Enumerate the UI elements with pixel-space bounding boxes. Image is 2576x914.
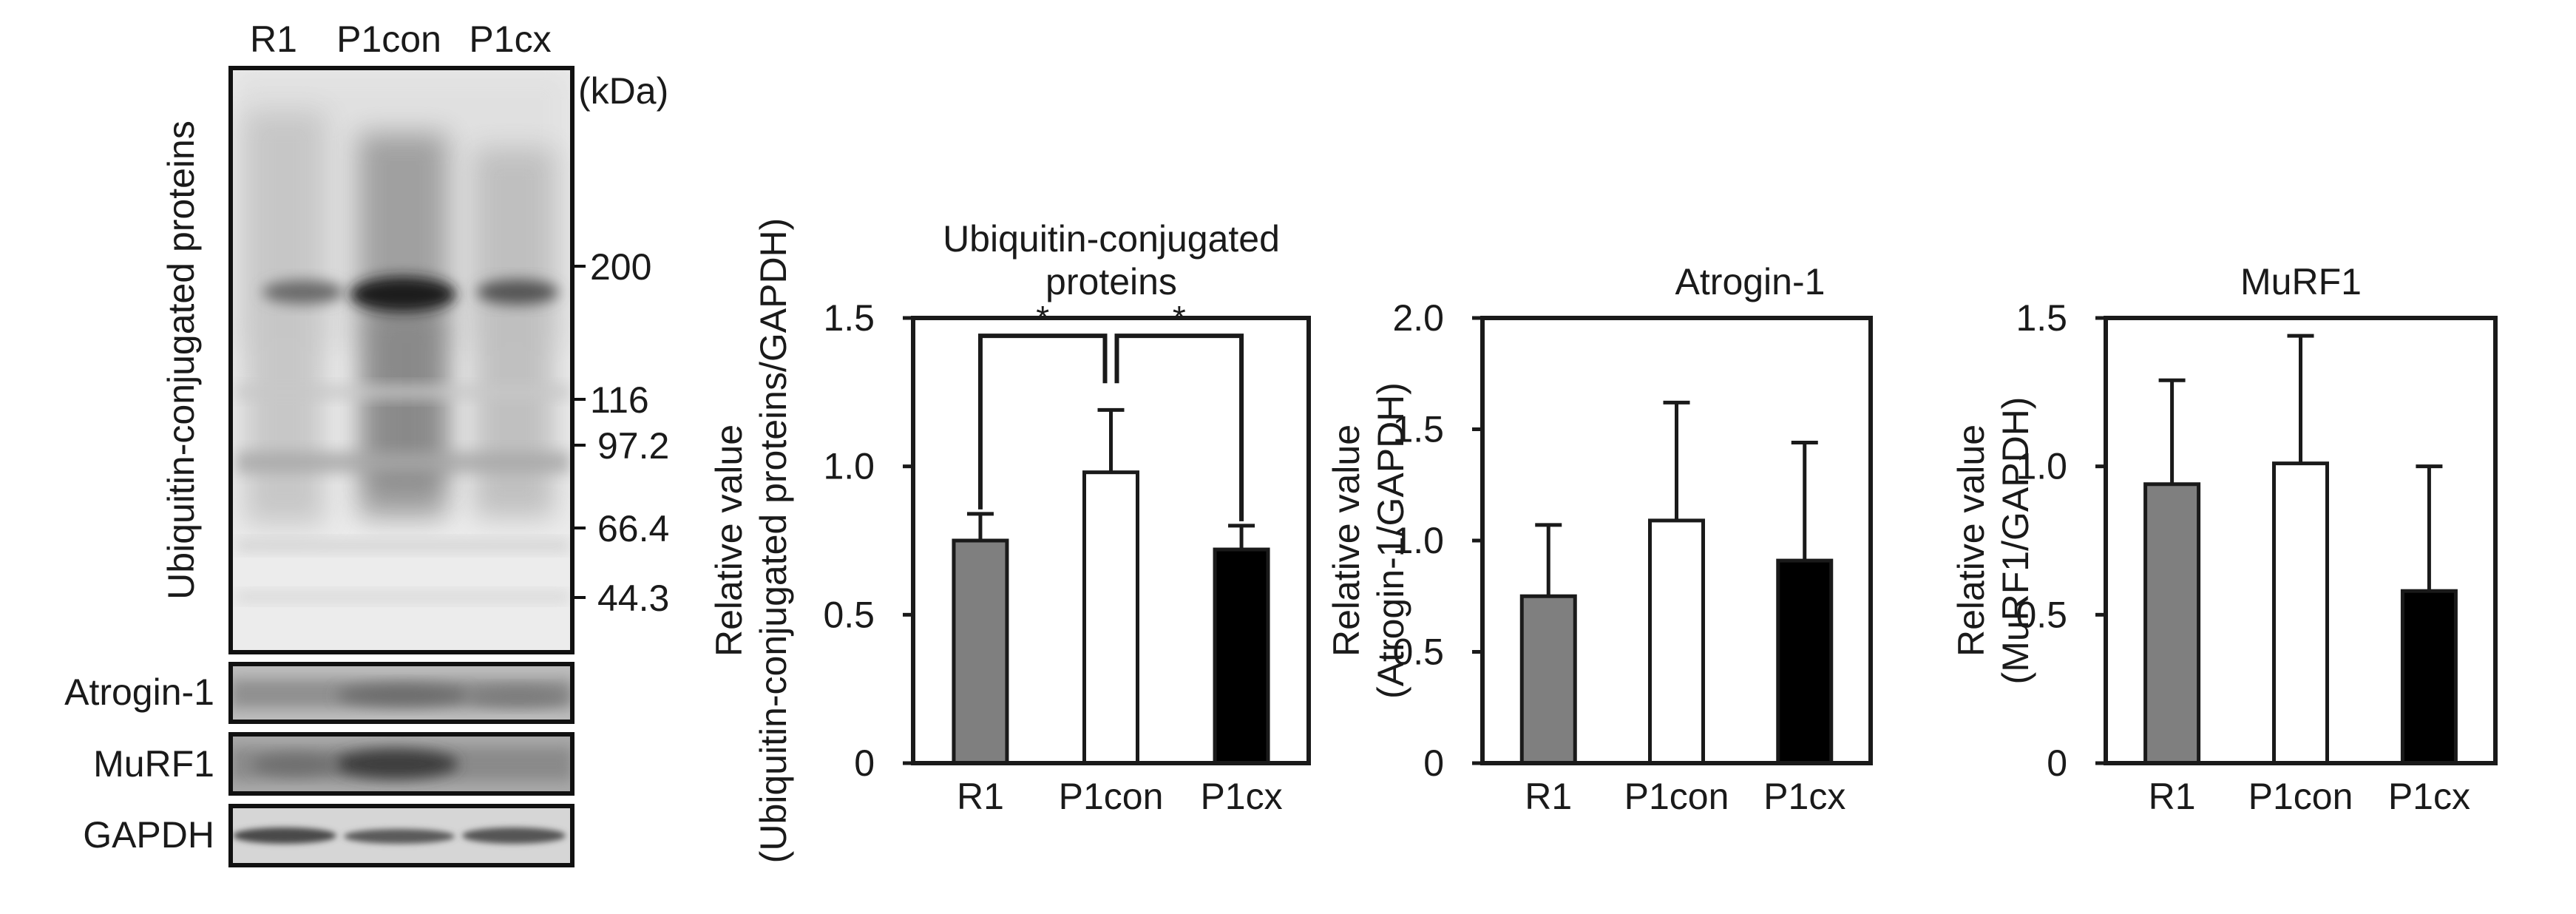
marker-66-label: 66.4 bbox=[597, 508, 669, 549]
y-tick-label: 2.0 bbox=[1392, 297, 1444, 339]
kda-unit-label: (kDa) bbox=[578, 70, 668, 112]
chart-title-line: Ubiquitin-conjugated bbox=[943, 218, 1280, 260]
lane-label-p1cx: P1cx bbox=[469, 18, 551, 60]
x-tick-label-r1: R1 bbox=[957, 776, 1004, 817]
y-axis-label-line: Relative value bbox=[1326, 424, 1367, 657]
y-tick-label: 1.5 bbox=[1392, 409, 1444, 450]
plot-frame bbox=[1480, 316, 1873, 765]
atrogin-blot-frame bbox=[228, 662, 574, 724]
bar-p1con bbox=[1648, 518, 1705, 765]
x-tick-label-p1cx: P1cx bbox=[1200, 776, 1282, 817]
bar-p1cx bbox=[2400, 589, 2458, 765]
gapdh-blot-frame bbox=[228, 804, 574, 867]
marker-66: 66.4 bbox=[572, 508, 669, 549]
lane-label-r1: R1 bbox=[250, 18, 297, 60]
bar-r1 bbox=[952, 538, 1009, 765]
significance-bracket bbox=[1114, 334, 1244, 521]
y-tick-label: 0.5 bbox=[823, 594, 875, 635]
y-axis-label-line: Relative value bbox=[1950, 424, 1992, 657]
bar-p1con bbox=[1082, 470, 1139, 765]
bar-r1 bbox=[2143, 482, 2201, 765]
murf1-blot-label: MuRF1 bbox=[93, 743, 214, 785]
marker-200: 200 bbox=[572, 246, 651, 288]
y-tick-label: 1.0 bbox=[1392, 520, 1444, 561]
bar-chart-atrogin: Atrogin-1 Relative value (Atrogin-1/GAPDH)… bbox=[1326, 261, 1873, 817]
marker-97: 97.2 bbox=[572, 425, 669, 467]
plot-frame bbox=[2104, 316, 2498, 765]
y-axis-label-line: Relative value bbox=[708, 424, 750, 657]
gapdh-blot-image bbox=[231, 806, 572, 865]
y-tick-label: 0.5 bbox=[2016, 594, 2067, 635]
murf1-blot-image bbox=[231, 734, 572, 793]
chart-title-line: Atrogin-1 bbox=[1675, 261, 1826, 302]
y-tick-label: 1.0 bbox=[823, 446, 875, 487]
y-tick-label: 1.0 bbox=[2016, 446, 2067, 487]
marker-44: 44.3 bbox=[572, 578, 669, 619]
atrogin-blot-image bbox=[231, 664, 572, 722]
chart-title-line: MuRF1 bbox=[2240, 261, 2362, 302]
western-blot-panel: R1 P1con P1cx Ubiquitin-conjugated prote… bbox=[64, 18, 669, 867]
x-tick-label-p1con: P1con bbox=[1624, 776, 1729, 817]
lane-label-p1con: P1con bbox=[336, 18, 441, 60]
ubiquitin-blot-frame bbox=[228, 66, 574, 654]
bar-p1cx bbox=[1776, 558, 1834, 765]
x-tick-label-p1cx: P1cx bbox=[1763, 776, 1845, 817]
bar-chart-murf1: MuRF1 Relative value (MuRF1/GAPDH) 0 0.5 1.0 1… bbox=[1950, 261, 2498, 817]
bar-p1cx bbox=[1213, 547, 1270, 765]
y-tick-label: 0.5 bbox=[1392, 632, 1444, 673]
marker-116-label: 116 bbox=[590, 379, 649, 421]
ubiquitin-blot-image bbox=[231, 68, 572, 652]
y-tick-label: 1.5 bbox=[823, 297, 875, 339]
x-tick-label-r1: R1 bbox=[1525, 776, 1572, 817]
y-axis-label-line: (MuRF1/GAPDH) bbox=[1995, 397, 2036, 685]
ubiquitin-blot-label: Ubiquitin-conjugated proteins bbox=[160, 121, 202, 600]
marker-200-label: 200 bbox=[590, 246, 651, 288]
marker-97-label: 97.2 bbox=[597, 425, 669, 467]
marker-116: 116 bbox=[572, 379, 649, 421]
y-tick-label: 0 bbox=[2047, 742, 2067, 784]
bar-p1con bbox=[2272, 461, 2329, 765]
x-tick-label-p1con: P1con bbox=[2248, 776, 2353, 817]
atrogin-blot-label: Atrogin-1 bbox=[64, 671, 214, 713]
x-tick-label-p1con: P1con bbox=[1059, 776, 1164, 817]
y-tick-label: 0 bbox=[1423, 742, 1444, 784]
y-axis-label-line: (Ubiquitin-conjugated proteins/GAPDH) bbox=[753, 218, 794, 864]
bar-r1 bbox=[1519, 594, 1577, 765]
gapdh-blot-label: GAPDH bbox=[83, 814, 214, 856]
chart-title-line: proteins bbox=[1045, 261, 1177, 302]
murf1-blot-frame bbox=[228, 732, 574, 796]
x-tick-label-r1: R1 bbox=[2149, 776, 2196, 817]
x-tick-label-p1cx: P1cx bbox=[2388, 776, 2470, 817]
marker-44-label: 44.3 bbox=[597, 578, 669, 619]
significance-bracket bbox=[977, 334, 1108, 510]
y-tick-label: 1.5 bbox=[2016, 297, 2067, 339]
y-tick-label: 0 bbox=[854, 742, 875, 784]
y-axis-label-line: (Atrogin-1/GAPDH) bbox=[1370, 382, 1411, 699]
plot-frame bbox=[911, 316, 1311, 765]
